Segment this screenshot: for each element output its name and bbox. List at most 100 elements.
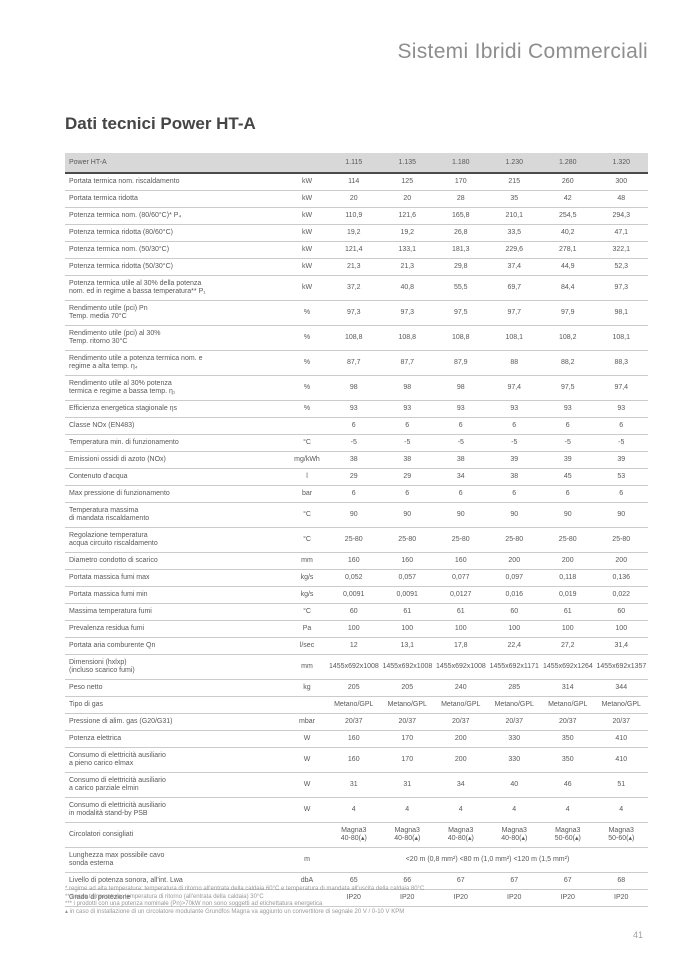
cell-value: 98,1 (594, 300, 648, 326)
table-row: Rendimento utile a potenza termica nom. … (65, 350, 648, 376)
cell-value: 25-80 (380, 527, 434, 553)
cell-value: 170 (380, 747, 434, 773)
cell-value: 22,4 (487, 637, 541, 655)
row-unit: % (287, 350, 327, 376)
row-unit: °C (287, 527, 327, 553)
cell-value: IP20 (434, 889, 488, 907)
row-label: Diametro condotto di scarico (65, 552, 287, 570)
cell-value: 51 (594, 772, 648, 798)
cell-value: Metano/GPL (434, 696, 488, 714)
table-row: Temperatura min. di funzionamento °C -5 -5-… (65, 434, 648, 452)
cell-value: 93 (380, 400, 434, 418)
cell-value: 97,4 (487, 375, 541, 401)
cell-value: 40,2 (541, 224, 595, 242)
column-header-model: 1.320 (594, 153, 648, 174)
row-label: Potenza termica nom. (50/30°C) (65, 241, 287, 259)
cell-value: 97,3 (594, 275, 648, 301)
row-unit: kW (287, 224, 327, 242)
cell-value: 84,4 (541, 275, 595, 301)
cell-value: 0,0091 (327, 586, 381, 604)
cell-value: 40,8 (380, 275, 434, 301)
cell-value: 53 (594, 468, 648, 486)
table-row: Massima temperatura fumi °C 60 61 61 60 61 60 (65, 603, 648, 621)
cell-value: 21,3 (327, 258, 381, 276)
cell-value: 108,1 (487, 325, 541, 351)
technical-data-table-container: Power HT-A 1.115 1.135 1.180 1.230 1.280 1.32… (65, 153, 648, 907)
cell-value: -5 (380, 434, 434, 452)
cell-value: 20/37 (541, 713, 595, 731)
cell-value: 34 (434, 468, 488, 486)
column-header-model: 1.230 (487, 153, 541, 174)
cell-value: -5 (487, 434, 541, 452)
cell-value: 98 (327, 375, 381, 401)
cell-value: 6 (541, 485, 595, 503)
column-header-model: 1.180 (434, 153, 488, 174)
row-label: Potenza elettrica (65, 730, 287, 748)
row-label: Portata massica fumi max (65, 569, 287, 587)
cell-value: 48 (594, 190, 648, 208)
table-row: Temperatura massima di mandata riscaldam… (65, 502, 648, 528)
table-row: Rendimento utile (pci) Pn Temp. media 70… (65, 300, 648, 326)
cell-value: 108,8 (434, 325, 488, 351)
row-unit: mm (287, 654, 327, 680)
cell-value: 88 (487, 350, 541, 376)
row-label: Potenza termica utile al 30% della poten… (65, 275, 287, 301)
cell-value: 4 (327, 797, 381, 823)
cell-value: 0,0127 (434, 586, 488, 604)
row-label: Consumo di elettricità ausiliario a cari… (65, 772, 287, 798)
cell-value: 6 (327, 485, 381, 503)
cell-value: 27,2 (541, 637, 595, 655)
row-unit: kg (287, 679, 327, 697)
table-row: Consumo di elettricità ausiliario in mod… (65, 797, 648, 823)
cell-value: 98 (380, 375, 434, 401)
cell-value: 215 (487, 173, 541, 191)
row-unit: kg/s (287, 586, 327, 604)
cell-value: 121,4 (327, 241, 381, 259)
cell-value: 52,3 (594, 258, 648, 276)
row-unit: kg/s (287, 569, 327, 587)
cell-value: 100 (327, 620, 381, 638)
cell-value: 300 (594, 173, 648, 191)
cell-value: 67 (434, 872, 488, 890)
row-label: Pressione di alim. gas (G20/G31) (65, 713, 287, 731)
row-unit: kW (287, 207, 327, 225)
row-label: Temperatura min. di funzionamento (65, 434, 287, 452)
cell-value: 285 (487, 679, 541, 697)
cell-value: Metano/GPL (380, 696, 434, 714)
table-row: Grado di protezione IP20 IP20 IP20 IP20 IP20 I… (65, 889, 648, 907)
cell-value: 45 (541, 468, 595, 486)
cell-value: 19,2 (327, 224, 381, 242)
cell-value: 35 (487, 190, 541, 208)
cell-value: 69,7 (487, 275, 541, 301)
cell-value: 29 (380, 468, 434, 486)
cell-value: 181,3 (434, 241, 488, 259)
row-unit: W (287, 772, 327, 798)
table-row: Max pressione di funzionamento bar 6 6 6 6 6 6 (65, 485, 648, 503)
cell-value: 93 (327, 400, 381, 418)
row-unit: kW (287, 258, 327, 276)
cell-value: 133,1 (380, 241, 434, 259)
cell-value: 38 (434, 451, 488, 469)
row-unit: W (287, 730, 327, 748)
row-label: Prevalenza residua fumi (65, 620, 287, 638)
cell-value: 294,3 (594, 207, 648, 225)
row-label: Emissioni ossidi di azoto (NOx) (65, 451, 287, 469)
cell-value: 61 (541, 603, 595, 621)
cell-value: Metano/GPL (487, 696, 541, 714)
cell-value: Magna3 40-80(▴) (380, 822, 434, 848)
cell-value: 25-80 (327, 527, 381, 553)
cell-value: 210,1 (487, 207, 541, 225)
footnote: *** i prodotti con una potenza nominale … (65, 901, 323, 907)
cell-value: 37,4 (487, 258, 541, 276)
cell-value: 19,2 (380, 224, 434, 242)
cell-value: 114 (327, 173, 381, 191)
row-unit: % (287, 300, 327, 326)
cell-value: 200 (541, 552, 595, 570)
row-unit: mg/kWh (287, 451, 327, 469)
row-unit: l (287, 468, 327, 486)
column-header-model: 1.135 (380, 153, 434, 174)
cell-value: 1455x692x1008 (380, 654, 434, 680)
row-unit: mm (287, 552, 327, 570)
cell-value: 31 (327, 772, 381, 798)
cell-value: 12 (327, 637, 381, 655)
